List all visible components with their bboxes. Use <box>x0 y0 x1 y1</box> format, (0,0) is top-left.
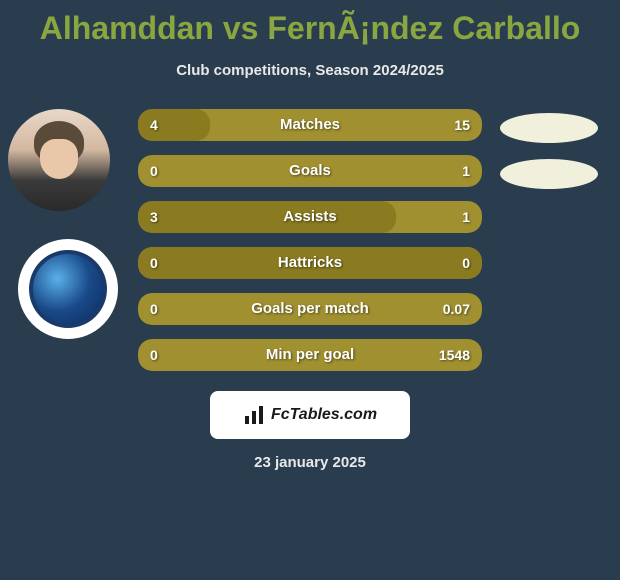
stat-bar: 0Hattricks0 <box>138 247 482 279</box>
stat-label: Goals per match <box>138 293 482 325</box>
ellipse-decoration-1 <box>500 113 598 143</box>
stat-label: Hattricks <box>138 247 482 279</box>
stat-label: Goals <box>138 155 482 187</box>
stats-bars: 4Matches150Goals13Assists10Hattricks00Go… <box>138 109 482 371</box>
stat-right-value: 0.07 <box>443 293 470 325</box>
stat-right-value: 15 <box>454 109 470 141</box>
footer-badge[interactable]: FcTables.com <box>210 391 410 439</box>
stat-right-value: 0 <box>462 247 470 279</box>
page-title: Alhamddan vs FernÃ¡ndez Carballo <box>0 0 620 47</box>
stat-right-value: 1 <box>462 201 470 233</box>
content-area: 4Matches150Goals13Assists10Hattricks00Go… <box>0 109 620 371</box>
footer-label: FcTables.com <box>271 406 377 424</box>
stat-bar: 4Matches15 <box>138 109 482 141</box>
stat-label: Assists <box>138 201 482 233</box>
ellipse-decoration-2 <box>500 159 598 189</box>
stat-bar: 0Min per goal1548 <box>138 339 482 371</box>
stat-bar: 0Goals per match0.07 <box>138 293 482 325</box>
chart-icon <box>243 404 265 426</box>
stat-label: Min per goal <box>138 339 482 371</box>
player-avatar <box>8 109 110 211</box>
date-label: 23 january 2025 <box>0 454 620 471</box>
stat-right-value: 1 <box>462 155 470 187</box>
page-subtitle: Club competitions, Season 2024/2025 <box>0 62 620 79</box>
stat-bar: 3Assists1 <box>138 201 482 233</box>
stat-right-value: 1548 <box>439 339 470 371</box>
stat-label: Matches <box>138 109 482 141</box>
stat-bar: 0Goals1 <box>138 155 482 187</box>
club-avatar <box>18 239 118 339</box>
